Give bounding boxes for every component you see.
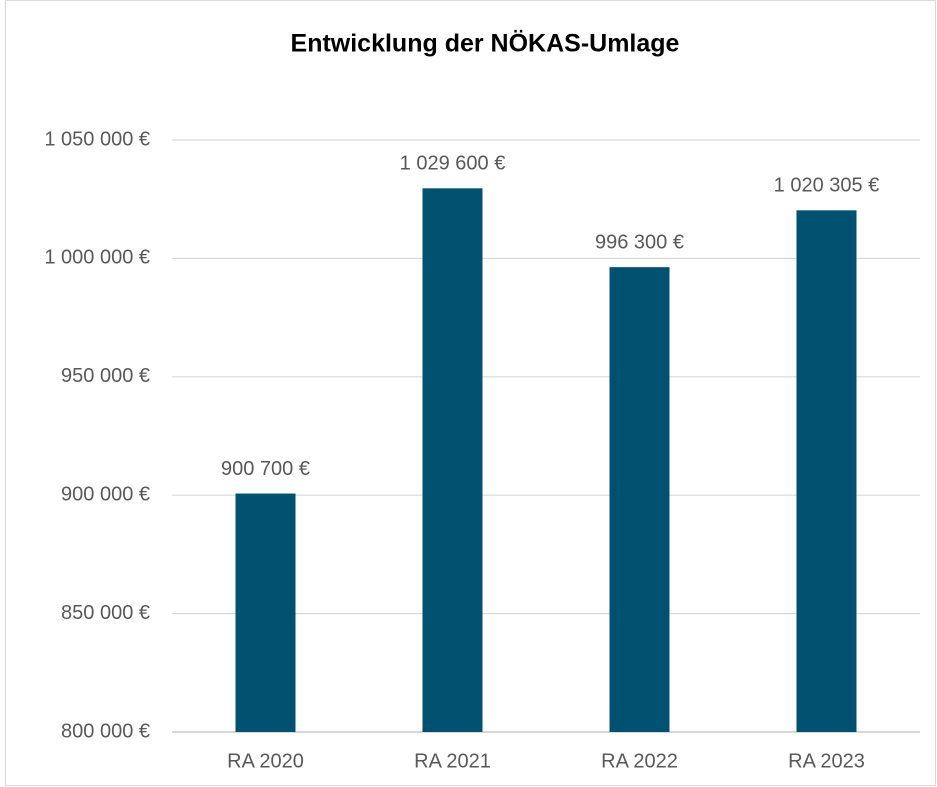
bar: [422, 188, 483, 733]
bar: [609, 267, 670, 732]
y-tick-label: 950 000 €: [61, 365, 150, 387]
value-label: 1 029 600 €: [400, 153, 506, 175]
bar: [796, 210, 857, 733]
x-tick-label: RA 2023: [788, 750, 865, 772]
y-tick-label: 900 000 €: [61, 483, 150, 505]
value-label: 1 020 305 €: [774, 175, 880, 197]
y-tick-label: 1 050 000 €: [44, 128, 150, 150]
value-label: 996 300 €: [595, 231, 684, 253]
x-tick-label: RA 2020: [227, 750, 304, 772]
value-label: 900 700 €: [221, 458, 310, 480]
chart-title: Entwicklung der NÖKAS-Umlage: [291, 29, 680, 58]
y-tick-label: 850 000 €: [61, 602, 150, 624]
x-tick-label: RA 2022: [601, 750, 678, 772]
chart-frame: [5, 0, 936, 786]
y-tick-label: 800 000 €: [61, 720, 150, 742]
bar: [235, 493, 296, 732]
y-tick-label: 1 000 000 €: [44, 247, 150, 269]
x-tick-label: RA 2021: [414, 750, 491, 772]
